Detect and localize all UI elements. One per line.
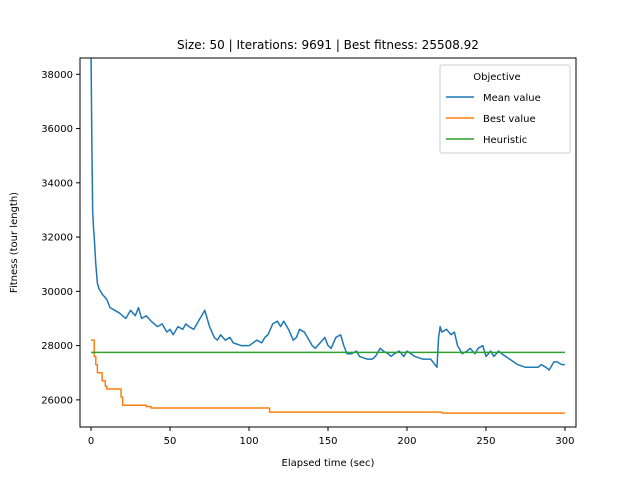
legend-items: Mean value Best value Heuristic bbox=[446, 93, 541, 146]
y-axis: 26000 28000 30000 32000 34000 36000 38000 bbox=[41, 70, 80, 406]
x-tick-label: 150 bbox=[318, 436, 337, 447]
x-axis: 0 50 100 150 200 250 300 bbox=[88, 427, 574, 447]
legend-box bbox=[439, 64, 571, 154]
x-tick-label: 50 bbox=[164, 436, 177, 447]
legend-label-best-value: Best value bbox=[483, 114, 536, 125]
y-tick-label: 26000 bbox=[41, 395, 73, 406]
x-axis-label: Elapsed time (sec) bbox=[282, 458, 375, 469]
y-tick-label: 30000 bbox=[41, 287, 73, 298]
chart-title: Size: 50 | Iterations: 9691 | Best fitne… bbox=[177, 38, 479, 52]
series-layer bbox=[90, 58, 565, 414]
x-tick-label: 300 bbox=[555, 436, 574, 447]
y-tick-label: 34000 bbox=[41, 178, 73, 189]
y-tick-label: 32000 bbox=[41, 233, 73, 244]
legend-label-mean-value: Mean value bbox=[483, 93, 541, 104]
series-line-mean-value bbox=[90, 58, 565, 371]
x-tick-label: 250 bbox=[476, 436, 495, 447]
y-tick-label: 36000 bbox=[41, 124, 73, 135]
x-tick-label: 200 bbox=[397, 436, 416, 447]
legend-label-heuristic: Heuristic bbox=[483, 135, 527, 146]
series-line-best-value bbox=[91, 339, 565, 414]
y-tick-label: 38000 bbox=[41, 70, 73, 81]
y-axis-label: Fitness (tour length) bbox=[9, 192, 20, 293]
legend-title: Objective bbox=[473, 72, 520, 83]
x-tick-label: 0 bbox=[88, 436, 94, 447]
x-tick-label: 100 bbox=[239, 436, 258, 447]
legend: Objective Mean value Best value Heuristic bbox=[439, 64, 571, 154]
y-tick-label: 28000 bbox=[41, 341, 73, 352]
